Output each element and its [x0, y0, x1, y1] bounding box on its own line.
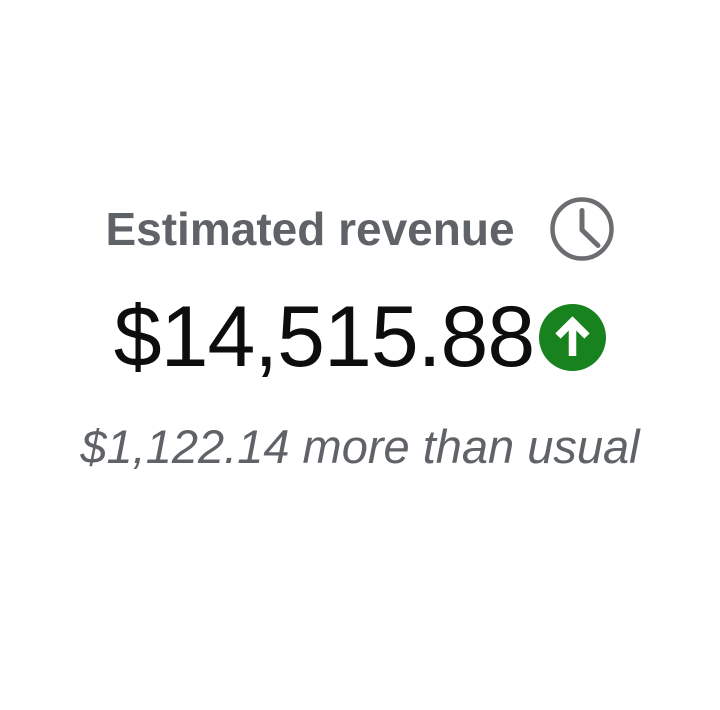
comparison-row: $1,122.14 more than usual: [80, 418, 639, 474]
card-title: Estimated revenue: [105, 203, 515, 255]
metric-value-row: $14,515.88: [113, 289, 607, 385]
card-header: Estimated revenue: [105, 196, 614, 262]
metric-stack: Estimated revenue $14,515.88 $1,122.14 m…: [0, 196, 720, 474]
clock-icon[interactable]: [549, 196, 615, 262]
arrow-up-circle-icon: [539, 303, 607, 371]
comparison-note: $1,122.14 more than usual: [80, 419, 640, 473]
clock-icon-circle: [549, 197, 614, 261]
revenue-value: $14,515.88: [113, 289, 535, 385]
clock-icon-hands: [579, 208, 601, 248]
trend-arrow-head: [555, 315, 590, 339]
